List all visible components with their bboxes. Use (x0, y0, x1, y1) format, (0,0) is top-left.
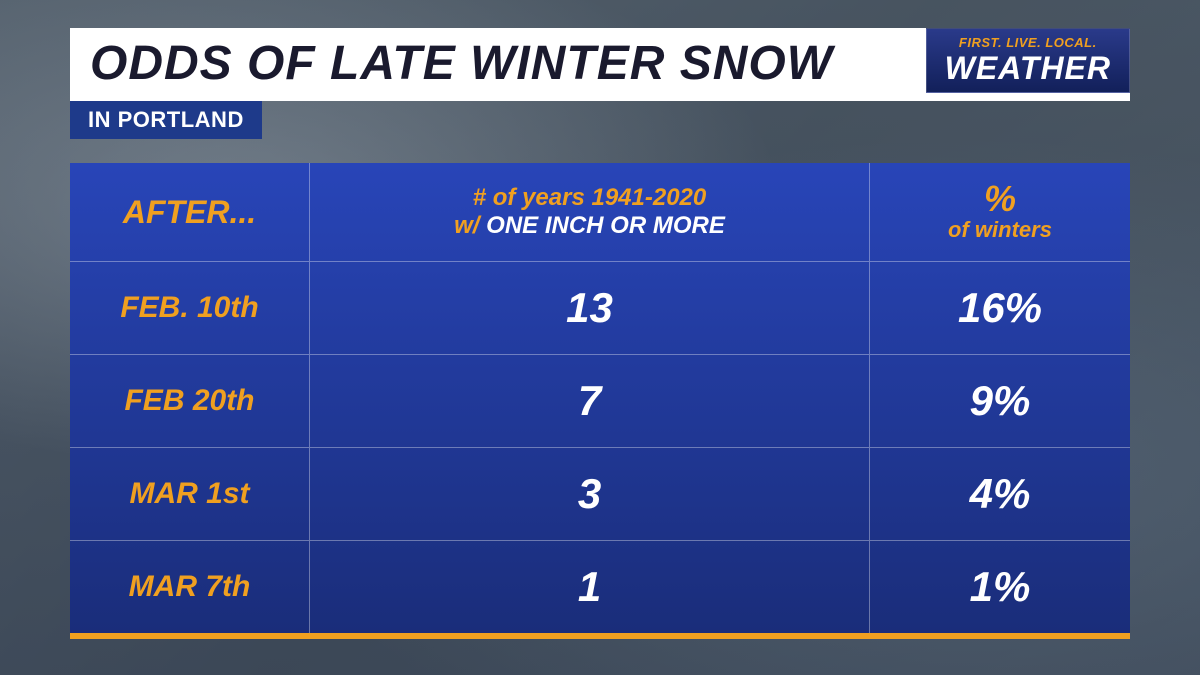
percent-cell: 9% (870, 355, 1130, 447)
table-row: FEB 20th 7 9% (70, 355, 1130, 448)
badge-main: WEATHER (945, 52, 1111, 84)
data-table: AFTER... # of years 1941-2020 w/ ONE INC… (70, 163, 1130, 639)
table-row: MAR 1st 3 4% (70, 448, 1130, 541)
date-cell: FEB 20th (70, 355, 310, 447)
date-cell: MAR 1st (70, 448, 310, 540)
count-cell: 7 (310, 355, 870, 447)
title-bar: ODDS OF LATE WINTER SNOW FIRST. LIVE. LO… (70, 28, 1130, 101)
table-row: MAR 7th 1 1% (70, 541, 1130, 633)
weather-badge: FIRST. LIVE. LOCAL. WEATHER (926, 28, 1130, 93)
date-cell: FEB. 10th (70, 262, 310, 354)
subtitle: IN PORTLAND (70, 101, 262, 139)
percent-cell: 4% (870, 448, 1130, 540)
header-after: AFTER... (70, 163, 310, 261)
badge-tagline: FIRST. LIVE. LOCAL. (945, 35, 1111, 50)
table-row: FEB. 10th 13 16% (70, 262, 1130, 355)
percent-cell: 1% (870, 541, 1130, 633)
header-years: # of years 1941-2020 w/ ONE INCH OR MORE (310, 163, 870, 261)
date-cell: MAR 7th (70, 541, 310, 633)
count-cell: 3 (310, 448, 870, 540)
percent-cell: 16% (870, 262, 1130, 354)
header-percent: % of winters (870, 163, 1130, 261)
graphic-container: ODDS OF LATE WINTER SNOW FIRST. LIVE. LO… (70, 28, 1130, 639)
count-cell: 13 (310, 262, 870, 354)
count-cell: 1 (310, 541, 870, 633)
table-header-row: AFTER... # of years 1941-2020 w/ ONE INC… (70, 163, 1130, 262)
